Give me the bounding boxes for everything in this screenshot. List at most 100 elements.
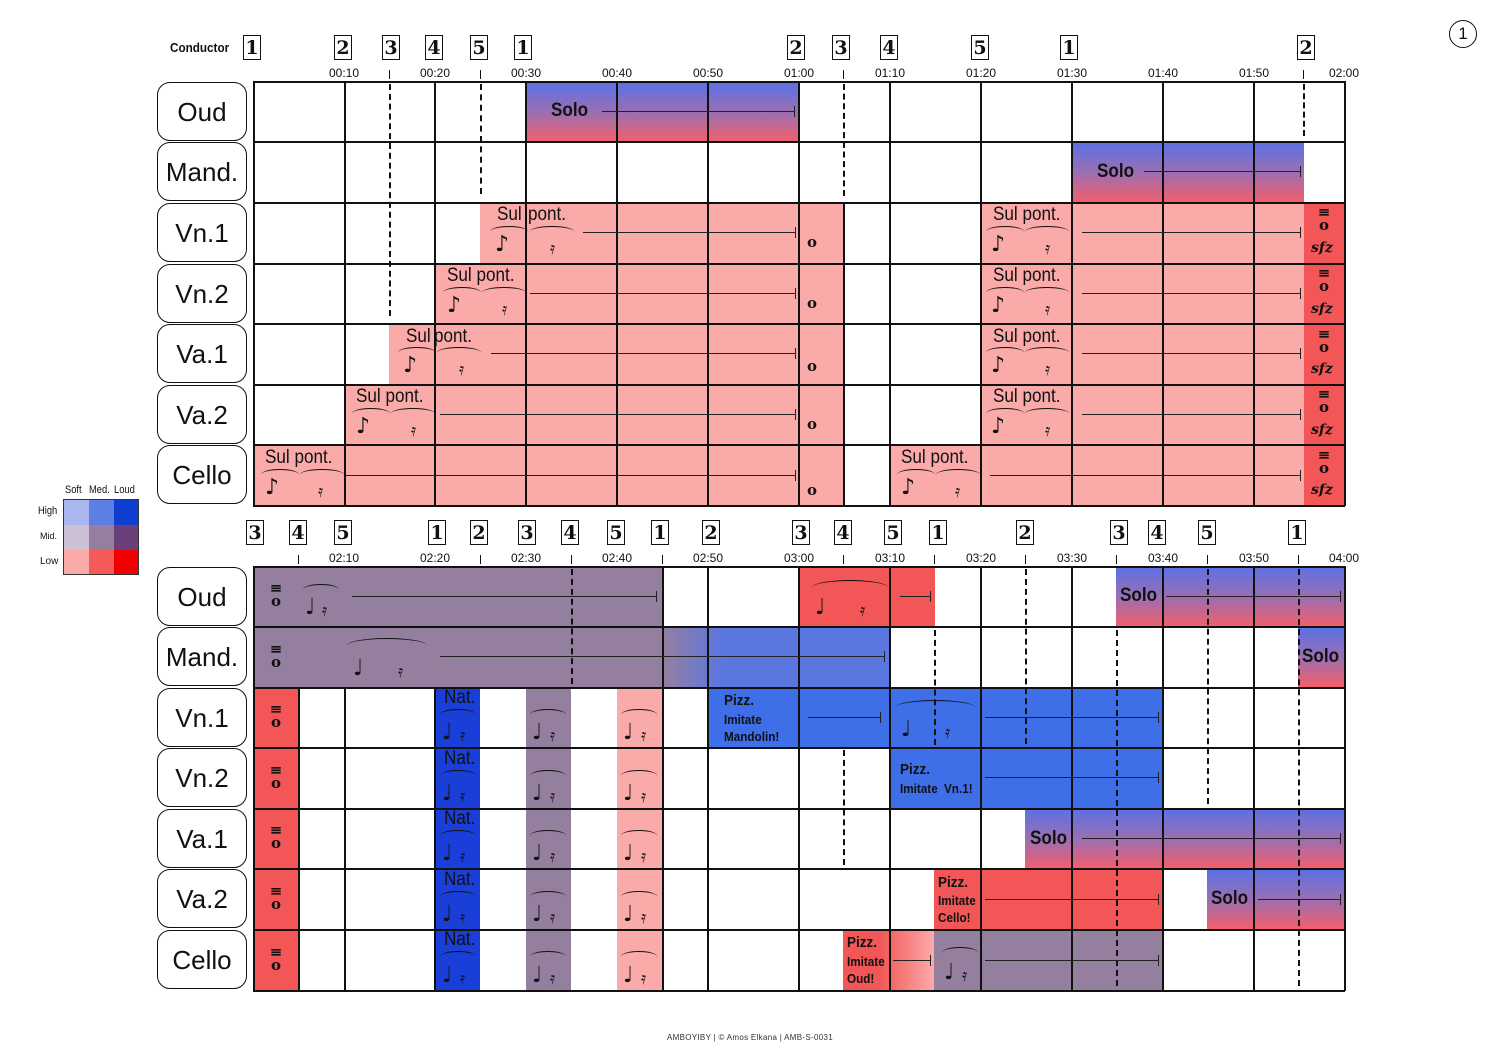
sfz-mark: sfz bbox=[1311, 240, 1333, 256]
note-icon: ♩ bbox=[305, 595, 316, 620]
pont-label: pont. bbox=[528, 204, 567, 225]
legend-swatch bbox=[89, 525, 114, 550]
sustain-line bbox=[1144, 166, 1301, 177]
tremolo-icon: ≡ o bbox=[269, 882, 283, 913]
legend-swatch bbox=[64, 525, 89, 550]
time-label: 02:30 bbox=[510, 551, 542, 565]
legend-border bbox=[63, 499, 139, 575]
note-icon: ♩ bbox=[532, 963, 543, 988]
note-icon: ♪ bbox=[991, 414, 1006, 439]
instrument-label-oud: Oud bbox=[157, 82, 247, 141]
note-icon: ♩ bbox=[532, 781, 543, 806]
whole-note-icon: o bbox=[807, 481, 818, 499]
sustain-line bbox=[1082, 227, 1301, 238]
beat-tick bbox=[480, 555, 481, 564]
instrument-label-cello: Cello bbox=[157, 445, 247, 504]
note-icon: ♪ bbox=[265, 475, 280, 500]
grid-line bbox=[1162, 566, 1164, 991]
rest-icon: 𝄿 bbox=[1045, 300, 1051, 320]
beat-tick bbox=[1116, 555, 1117, 564]
rest-icon: 𝄿 bbox=[955, 482, 961, 502]
beat-box: 1 bbox=[243, 35, 261, 60]
slur bbox=[443, 287, 481, 298]
whole-note-icon: o bbox=[807, 294, 818, 312]
beat-tick bbox=[389, 70, 390, 79]
grid-line bbox=[707, 566, 709, 991]
rest-icon: 𝄿 bbox=[641, 847, 647, 867]
rest-icon: 𝄿 bbox=[550, 847, 556, 867]
beat-box: 3 bbox=[792, 520, 810, 545]
sul-pont-label: Sul pont. bbox=[993, 326, 1061, 347]
legend-swatch bbox=[64, 500, 89, 525]
imitate-target: Vn.1! bbox=[944, 781, 973, 796]
slur bbox=[1025, 226, 1069, 237]
conductor-label: Conductor bbox=[170, 40, 230, 55]
instrument-label-va1: Va.1 bbox=[157, 809, 247, 868]
beat-box: 1 bbox=[1060, 35, 1078, 60]
note-icon: ♩ bbox=[623, 781, 634, 806]
time-label: 00:50 bbox=[692, 66, 724, 80]
slur bbox=[1025, 347, 1069, 358]
mand-solo-block bbox=[1072, 142, 1304, 202]
sul-label: Sul bbox=[497, 204, 522, 225]
slur bbox=[936, 469, 980, 480]
imitate-label: Imitate bbox=[847, 954, 885, 969]
slur bbox=[440, 951, 476, 962]
grid-line bbox=[253, 81, 255, 506]
va2-accent bbox=[1304, 384, 1344, 445]
slur bbox=[530, 891, 566, 902]
time-label: 03:40 bbox=[1147, 551, 1179, 565]
note-icon: ♪ bbox=[356, 414, 371, 439]
sustain-line bbox=[808, 712, 881, 723]
sustain-line bbox=[352, 591, 657, 602]
beat-tick bbox=[298, 555, 299, 564]
slur bbox=[530, 226, 574, 237]
rest-icon: 𝄿 bbox=[550, 908, 556, 928]
imitate-target: Mandolin! bbox=[724, 729, 780, 744]
slur bbox=[621, 709, 657, 720]
beat-dash bbox=[1116, 630, 1118, 986]
sustain-line bbox=[1082, 409, 1301, 420]
sustain-line bbox=[440, 409, 796, 420]
sustain-line bbox=[985, 955, 1159, 966]
nat-label: Nat. bbox=[444, 748, 476, 769]
time-label: 01:20 bbox=[965, 66, 997, 80]
tremolo-icon: ≡ o bbox=[1317, 446, 1331, 477]
time-label: 01:40 bbox=[1147, 66, 1179, 80]
slur bbox=[303, 584, 339, 595]
grid-line bbox=[1253, 566, 1255, 991]
note-icon: ♪ bbox=[901, 475, 916, 500]
time-label: 02:10 bbox=[328, 551, 360, 565]
instrument-label-vn1: Vn.1 bbox=[157, 203, 247, 262]
mand-solo-block bbox=[1298, 627, 1344, 687]
grid-line bbox=[843, 202, 845, 506]
tremolo-icon: ≡ o bbox=[269, 821, 283, 852]
sustain-line bbox=[602, 106, 795, 117]
tremolo-icon: ≡ o bbox=[269, 943, 283, 974]
beat-dash bbox=[843, 750, 845, 865]
whole-note-icon: o bbox=[807, 357, 818, 375]
slur bbox=[895, 700, 975, 715]
beat-box: 5 bbox=[470, 35, 488, 60]
instrument-label-mand: Mand. bbox=[157, 627, 247, 686]
instrument-label-va2: Va.2 bbox=[157, 869, 247, 928]
slur bbox=[261, 469, 299, 480]
whole-note-icon: o bbox=[807, 233, 818, 251]
beat-box: 3 bbox=[1110, 520, 1128, 545]
beat-tick bbox=[843, 70, 844, 79]
sustain-line bbox=[1082, 348, 1301, 359]
sul-pont-label: Sul pont. bbox=[993, 204, 1061, 225]
beat-box: 1 bbox=[514, 35, 532, 60]
rest-icon: 𝄿 bbox=[550, 969, 556, 989]
rest-icon: 𝄿 bbox=[550, 787, 556, 807]
grid-line bbox=[434, 687, 436, 991]
beat-tick bbox=[1303, 70, 1304, 79]
beat-box: 1 bbox=[428, 520, 446, 545]
instrument-label-va2: Va.2 bbox=[157, 385, 247, 444]
nat-label: Nat. bbox=[444, 869, 476, 890]
sustain-line bbox=[1082, 288, 1301, 299]
beat-box: 1 bbox=[651, 520, 669, 545]
legend-col-med: Med. bbox=[89, 484, 110, 496]
tremolo-icon: ≡ o bbox=[269, 640, 283, 671]
sul-pont-label: Sul pont. bbox=[993, 265, 1061, 286]
